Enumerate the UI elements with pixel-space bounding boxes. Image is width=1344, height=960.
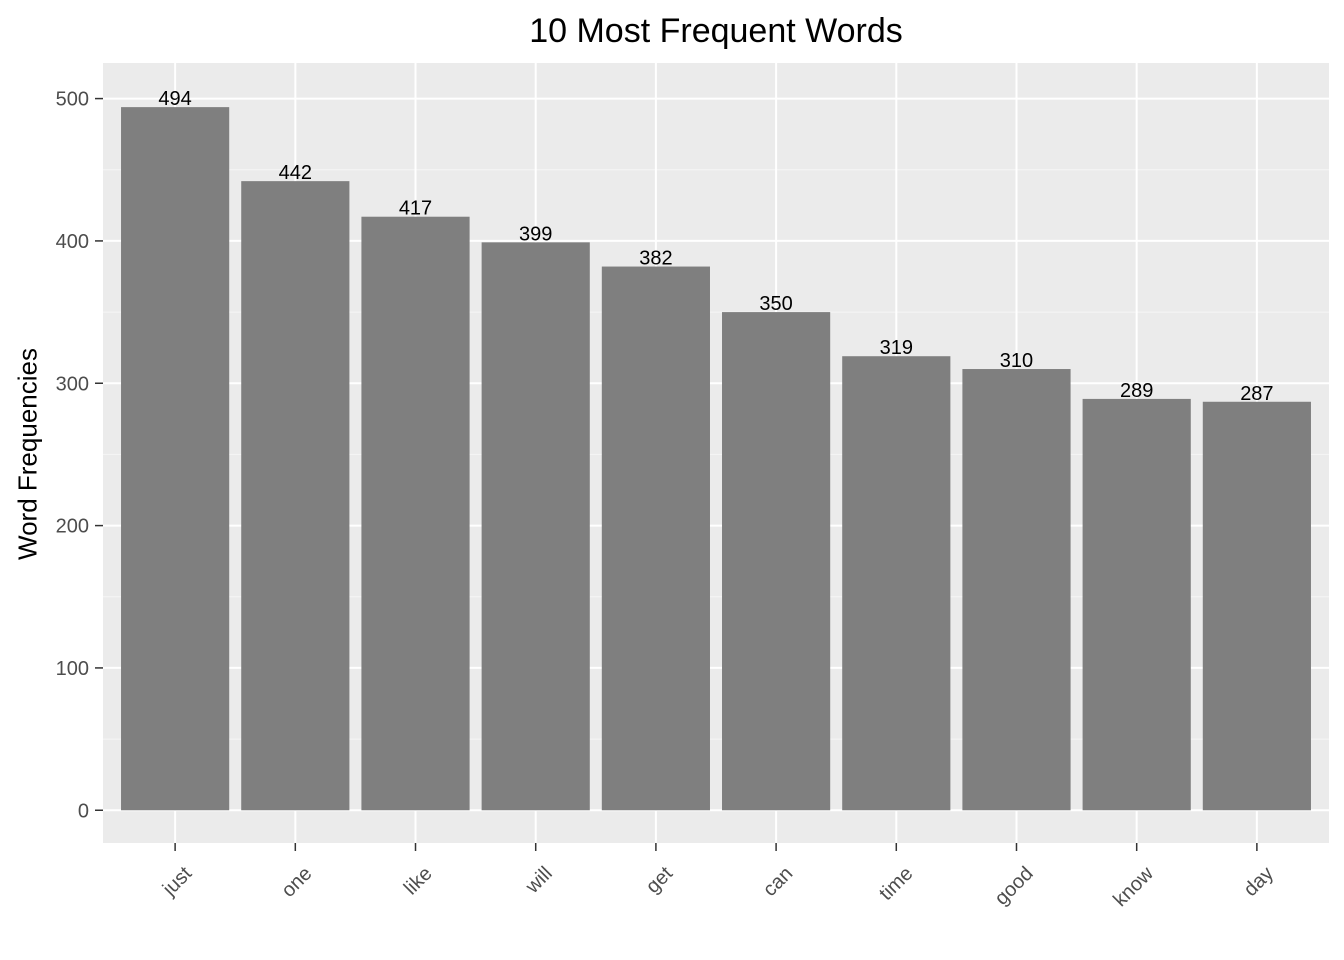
bar-value-label: 310: [1000, 350, 1033, 372]
bar-value-label: 382: [639, 248, 672, 270]
bar: [1202, 401, 1311, 811]
x-tick-label: just: [158, 862, 197, 901]
bar-value-label: 350: [759, 293, 792, 315]
bar-value-label: 417: [399, 198, 432, 220]
y-tick-label: 400: [56, 231, 89, 253]
y-tick-label: 0: [78, 800, 89, 822]
x-tick-label: time: [875, 863, 917, 905]
bar: [962, 369, 1071, 811]
bar-value-label: 319: [880, 337, 913, 359]
bar: [842, 356, 951, 811]
x-tick-label: can: [759, 863, 797, 901]
bar: [121, 107, 230, 811]
x-tick-label: will: [521, 863, 557, 899]
x-tick-label: day: [1240, 863, 1278, 901]
bar: [481, 242, 590, 811]
bar: [361, 216, 470, 811]
x-tick-label: one: [277, 863, 316, 902]
bar-value-label: 399: [519, 223, 552, 245]
y-tick-label: 300: [56, 373, 89, 395]
bar-value-label: 442: [279, 162, 312, 184]
bar: [601, 266, 710, 811]
y-tick-label: 200: [56, 516, 89, 538]
bar-value-label: 494: [158, 88, 191, 110]
bar: [1082, 398, 1191, 811]
x-tick-label: get: [642, 862, 678, 898]
x-tick-label: know: [1109, 862, 1158, 911]
chart-title: 10 Most Frequent Words: [529, 12, 903, 50]
x-tick-label: good: [991, 863, 1038, 910]
bar: [722, 312, 831, 811]
bar: [241, 181, 350, 811]
y-tick-label: 500: [56, 89, 89, 111]
y-tick-label: 100: [56, 658, 89, 680]
bar-value-label: 287: [1240, 383, 1273, 405]
bar-value-label: 289: [1120, 380, 1153, 402]
x-tick-label: like: [400, 863, 437, 900]
